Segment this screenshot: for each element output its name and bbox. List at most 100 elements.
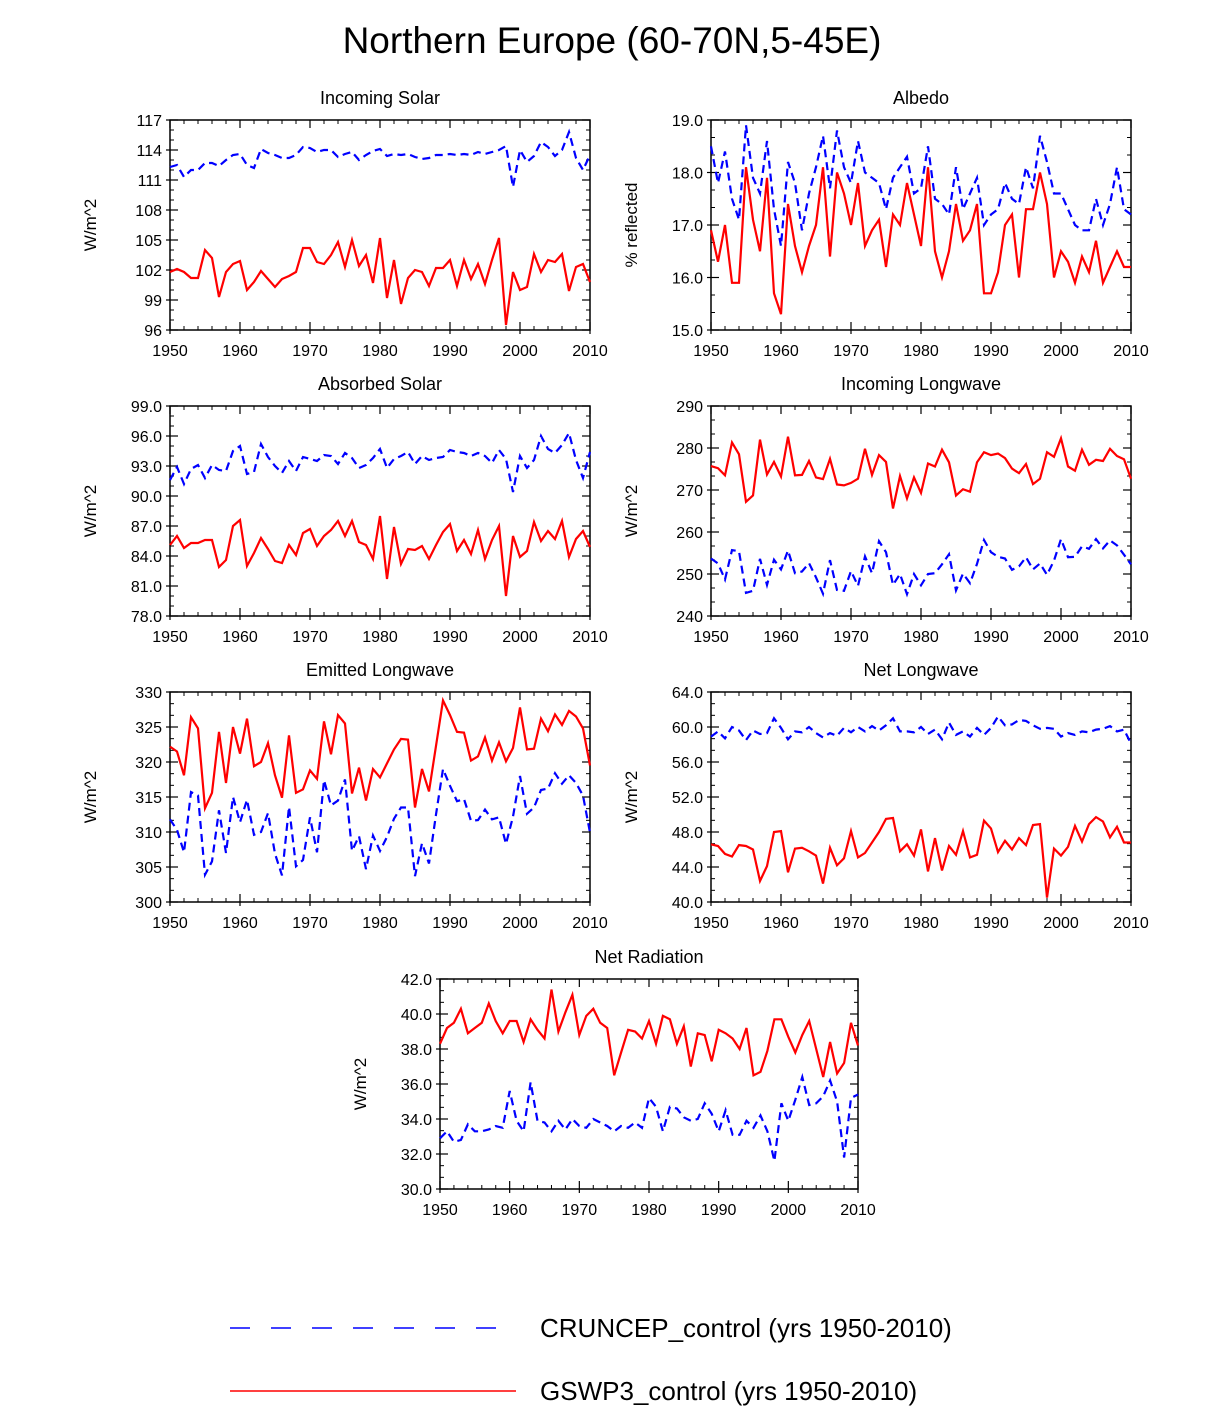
- y-tick-label: 40.0: [401, 1007, 432, 1024]
- x-tick-label: 2010: [572, 915, 608, 932]
- panel-title: Incoming Solar: [320, 88, 440, 108]
- y-tick-label: 102: [135, 263, 162, 280]
- panel-emitted-longwave: 300 305 310 315 320 325 330 1950 1960 1970 1980 199…: [81, 660, 608, 932]
- x-tick-label: 1950: [152, 915, 188, 932]
- x-tick-label: 2000: [771, 1202, 807, 1219]
- y-tick-label: 99: [144, 293, 162, 310]
- x-tick-label: 1990: [432, 343, 468, 360]
- x-tick-label: 2000: [1043, 915, 1079, 932]
- panel-incoming-solar: 96 99 102 105 108 111 114 117 1950 1960 1970 1980 19…: [81, 88, 608, 360]
- y-tick-label: 280: [676, 441, 703, 458]
- y-tick-label: 38.0: [401, 1042, 432, 1059]
- y-tick-label: 250: [676, 567, 703, 584]
- y-tick-label: 330: [135, 685, 162, 702]
- x-tick-label: 1990: [973, 343, 1009, 360]
- x-tick-label: 1970: [292, 629, 328, 646]
- x-tick-label: 2000: [502, 915, 538, 932]
- panel-title: Albedo: [893, 88, 949, 108]
- series-line-gswp3: [169, 696, 592, 813]
- y-tick-label: 111: [138, 173, 162, 190]
- x-tick-label: 1980: [903, 343, 939, 360]
- y-tick-label: 16.0: [672, 271, 703, 288]
- x-tick-label: 1990: [432, 629, 468, 646]
- plot-frame: [710, 119, 1132, 331]
- x-tick-label: 2000: [502, 343, 538, 360]
- panel-absorbed-solar: 78.0 81.0 84.0 87.0 90.0 93.0 96.0 99.0 1950 1960…: [81, 374, 608, 646]
- y-tick-label: 56.0: [672, 755, 703, 772]
- x-tick-label: 1980: [362, 629, 398, 646]
- series-line-gswp3: [169, 515, 592, 597]
- y-tick-label: 32.0: [401, 1147, 432, 1164]
- y-tick-label: 270: [676, 483, 703, 500]
- y-tick-label: 36.0: [401, 1077, 432, 1094]
- x-tick-label: 1950: [422, 1202, 458, 1219]
- y-axis-label: W/m^2: [351, 1058, 370, 1110]
- y-tick-label: 108: [135, 203, 162, 220]
- y-tick-label: 30.0: [401, 1182, 432, 1199]
- x-tick-label: 1980: [631, 1202, 667, 1219]
- panel-incoming-longwave: 240 250 260 270 280 290 1950 1960 1970 1980 1990 20…: [622, 374, 1149, 646]
- y-tick-label: 17.0: [672, 218, 703, 235]
- y-tick-label: 117: [136, 113, 162, 130]
- y-tick-label: 34.0: [401, 1112, 432, 1129]
- panel-title: Net Longwave: [863, 660, 978, 680]
- panel-net-longwave: 40.0 44.0 48.0 52.0 56.0 60.0 64.0 1950 1960 1970…: [622, 660, 1149, 932]
- plot-frame: [169, 119, 591, 331]
- series-line-gswp3: [709, 167, 1131, 315]
- x-tick-label: 1960: [222, 629, 258, 646]
- y-axis-label: % reflected: [622, 182, 641, 267]
- y-tick-label: 19.0: [672, 113, 703, 130]
- series-line-gswp3: [710, 815, 1131, 898]
- plot-frame: [169, 691, 591, 903]
- y-tick-label: 305: [135, 860, 162, 877]
- y-tick-label: 48.0: [672, 825, 703, 842]
- series-line-cruncep: [169, 764, 592, 879]
- plot-frame: [439, 978, 859, 1190]
- x-tick-label: 1970: [562, 1202, 598, 1219]
- x-tick-label: 1960: [222, 343, 258, 360]
- x-tick-label: 2010: [1113, 343, 1149, 360]
- x-tick-label: 2010: [1113, 915, 1149, 932]
- y-tick-label: 18.0: [672, 166, 703, 183]
- y-tick-label: 320: [135, 755, 162, 772]
- x-tick-label: 1990: [973, 629, 1009, 646]
- x-tick-label: 2010: [572, 343, 608, 360]
- y-axis-label: W/m^2: [622, 771, 641, 823]
- x-tick-label: 2010: [1113, 629, 1149, 646]
- x-tick-label: 1960: [492, 1202, 528, 1219]
- legend-label: CRUNCEP_control (yrs 1950-2010): [540, 1313, 952, 1343]
- y-tick-label: 78.0: [131, 609, 162, 626]
- y-tick-label: 93.0: [131, 459, 162, 476]
- x-tick-label: 1970: [833, 343, 869, 360]
- y-tick-label: 105: [135, 233, 162, 250]
- y-tick-label: 60.0: [672, 720, 703, 737]
- y-tick-label: 325: [135, 720, 162, 737]
- y-axis-label: W/m^2: [81, 199, 100, 251]
- x-tick-label: 1970: [292, 343, 328, 360]
- x-tick-label: 1950: [152, 629, 188, 646]
- x-tick-label: 2010: [840, 1202, 876, 1219]
- x-tick-label: 1960: [763, 343, 799, 360]
- x-tick-label: 2000: [502, 629, 538, 646]
- series-line-cruncep: [169, 430, 592, 493]
- y-tick-label: 114: [136, 143, 162, 160]
- x-tick-label: 1950: [693, 343, 729, 360]
- y-axis-label: W/m^2: [622, 485, 641, 537]
- y-tick-label: 90.0: [131, 489, 162, 506]
- series-line-cruncep: [709, 125, 1132, 247]
- panel-title: Incoming Longwave: [841, 374, 1001, 394]
- y-axis-label: W/m^2: [81, 485, 100, 537]
- x-tick-label: 1950: [693, 915, 729, 932]
- y-tick-label: 290: [676, 399, 703, 416]
- y-tick-label: 42.0: [401, 972, 432, 989]
- x-tick-label: 1990: [701, 1202, 737, 1219]
- y-tick-label: 315: [135, 790, 162, 807]
- x-tick-label: 2010: [572, 629, 608, 646]
- x-tick-label: 1970: [292, 915, 328, 932]
- y-tick-label: 96.0: [131, 429, 162, 446]
- series-line-gswp3: [169, 235, 592, 326]
- y-tick-label: 15.0: [672, 323, 703, 340]
- series-line-cruncep: [710, 535, 1132, 598]
